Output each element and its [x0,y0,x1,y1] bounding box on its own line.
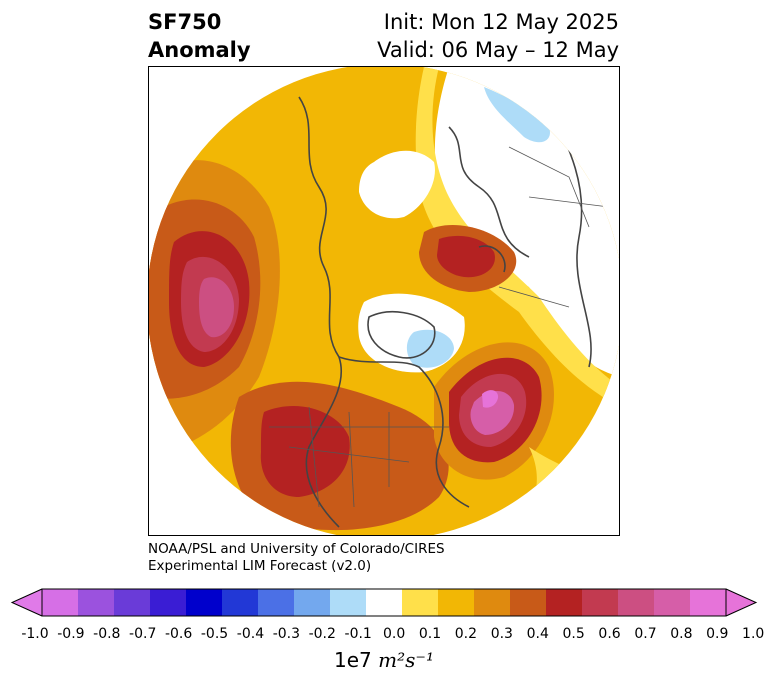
colorbar-cell [618,589,655,616]
credit-text: NOAA/PSL and University of Colorado/CIRE… [148,541,445,575]
colorbar-cell [510,589,547,616]
colorbar-cell [438,589,475,616]
colorbar-tick-label: 0.5 [562,626,585,642]
colorbar-tick-label: 0.8 [670,626,693,642]
colorbar-cell [582,589,619,616]
colorbar-cell [222,589,259,616]
atlantic-band-08 [470,390,515,435]
colorbar-tick-label: -0.5 [200,626,229,642]
colorbar-cell [186,589,223,616]
colorbar-tick-label: 0.7 [634,626,657,642]
weak-negative-patch-north [484,87,550,143]
colorbar [10,588,758,617]
atlantic-max-core [482,390,499,408]
political-borders [269,146,610,508]
credit-line-2: Experimental LIM Forecast (v2.0) [148,558,372,574]
streamfunction-anomaly-map [149,67,619,535]
weak-negative-patch-hudson [406,329,454,368]
colorbar-cell [474,589,511,616]
valid-range-label: Valid: 06 May – 12 May [377,38,619,62]
variable-label: SF750 [148,10,222,34]
colorbar-cell [150,589,187,616]
units-expression: m²s⁻¹ [378,648,434,672]
init-date-label: Init: Mon 12 May 2025 [383,10,619,34]
colorbar-tick-label: -0.7 [129,626,157,642]
colorbar-tick-label: 0.4 [526,626,549,642]
colorbar-tick-label: 0.6 [598,626,621,642]
colorbar-units-label: 1e7 m²s⁻¹ [0,648,768,672]
colorbar-tick-label: -0.2 [308,626,336,642]
figure-title-right: Init: Mon 12 May 2025 Valid: 06 May – 12… [377,8,619,64]
colorbar-outline [41,588,727,617]
colorbar-tick-labels: -1.0 -0.9 -0.8 -0.7 -0.6 -0.5 -0.4 -0.3 -0.2 -0.1… [0,626,768,646]
colorbar-tick-label: 0.2 [454,626,478,642]
colorbar-cell [42,589,79,616]
colorbar-over-outline [725,588,758,617]
colorbar-tick-label: -0.6 [164,626,193,642]
near-zero-arctic [359,150,435,219]
colorbar-tick-label: -0.3 [272,626,301,642]
colorbar-tick-label: -0.9 [57,626,85,642]
colorbar-cell [546,589,583,616]
anomaly-label: Anomaly [148,38,251,62]
colorbar-cell [690,589,727,616]
colorbar-cell [330,589,367,616]
colorbar-tick-label: 0.1 [418,626,442,642]
colorbar-tick-label: 0.3 [490,626,513,642]
colorbar-under-arrow [12,589,42,616]
colorbar-tick-label: 0.0 [382,626,406,642]
north-america-band-05 [260,406,350,497]
pacific-max-core [199,277,234,338]
colorbar-cell [78,589,115,616]
colorbar-cell [258,589,295,616]
credit-line-1: NOAA/PSL and University of Colorado/CIRE… [148,541,445,557]
colorbar-tick-label: 1.0 [742,626,765,642]
units-prefix: 1e7 [334,648,372,672]
colorbar-cell [366,589,403,616]
colorbar-cell [114,589,151,616]
colorbar-cell [402,589,439,616]
colorbar-cell [294,589,331,616]
colorbar-tick-label: -0.8 [93,626,121,642]
colorbar-over-arrow [726,589,756,616]
polar-map-panel [148,66,620,536]
figure-title-left: SF750 Anomaly [148,8,251,64]
colorbar-cell [654,589,691,616]
colorbar-tick-label: -0.4 [236,626,265,642]
colorbar-tick-label: -1.0 [21,626,49,642]
colorbar-under-outline [10,588,43,617]
colorbar-tick-label: 0.9 [706,626,729,642]
colorbar-tick-label: -0.1 [344,626,372,642]
